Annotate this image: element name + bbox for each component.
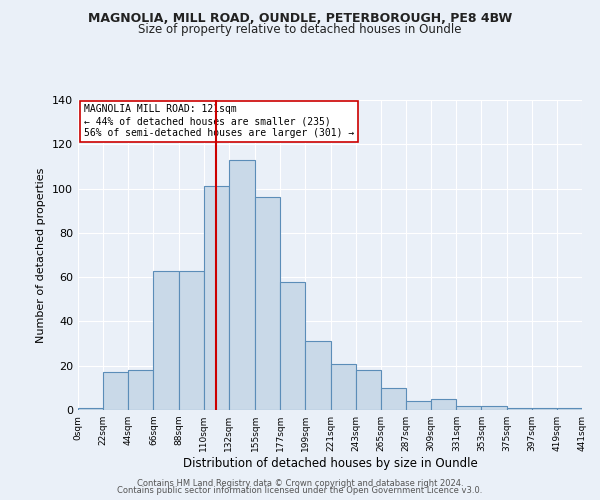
Bar — [229, 160, 255, 410]
Bar — [154, 270, 179, 410]
Bar — [280, 282, 305, 410]
Bar — [532, 408, 557, 410]
Bar — [557, 408, 582, 410]
Bar — [78, 408, 103, 410]
Bar — [305, 342, 331, 410]
X-axis label: Distribution of detached houses by size in Oundle: Distribution of detached houses by size … — [182, 457, 478, 470]
Bar — [356, 370, 381, 410]
Text: Contains HM Land Registry data © Crown copyright and database right 2024.: Contains HM Land Registry data © Crown c… — [137, 478, 463, 488]
Bar — [331, 364, 356, 410]
Bar — [103, 372, 128, 410]
Bar — [506, 408, 532, 410]
Text: Contains public sector information licensed under the Open Government Licence v3: Contains public sector information licen… — [118, 486, 482, 495]
Bar — [204, 186, 229, 410]
Y-axis label: Number of detached properties: Number of detached properties — [37, 168, 46, 342]
Text: MAGNOLIA, MILL ROAD, OUNDLE, PETERBOROUGH, PE8 4BW: MAGNOLIA, MILL ROAD, OUNDLE, PETERBOROUG… — [88, 12, 512, 26]
Bar — [431, 399, 456, 410]
Bar — [406, 401, 431, 410]
Text: Size of property relative to detached houses in Oundle: Size of property relative to detached ho… — [138, 22, 462, 36]
Bar — [179, 270, 204, 410]
Bar — [481, 406, 506, 410]
Bar — [381, 388, 406, 410]
Bar — [456, 406, 481, 410]
Bar — [128, 370, 154, 410]
Bar — [255, 198, 280, 410]
Text: MAGNOLIA MILL ROAD: 121sqm
← 44% of detached houses are smaller (235)
56% of sem: MAGNOLIA MILL ROAD: 121sqm ← 44% of deta… — [84, 104, 354, 138]
